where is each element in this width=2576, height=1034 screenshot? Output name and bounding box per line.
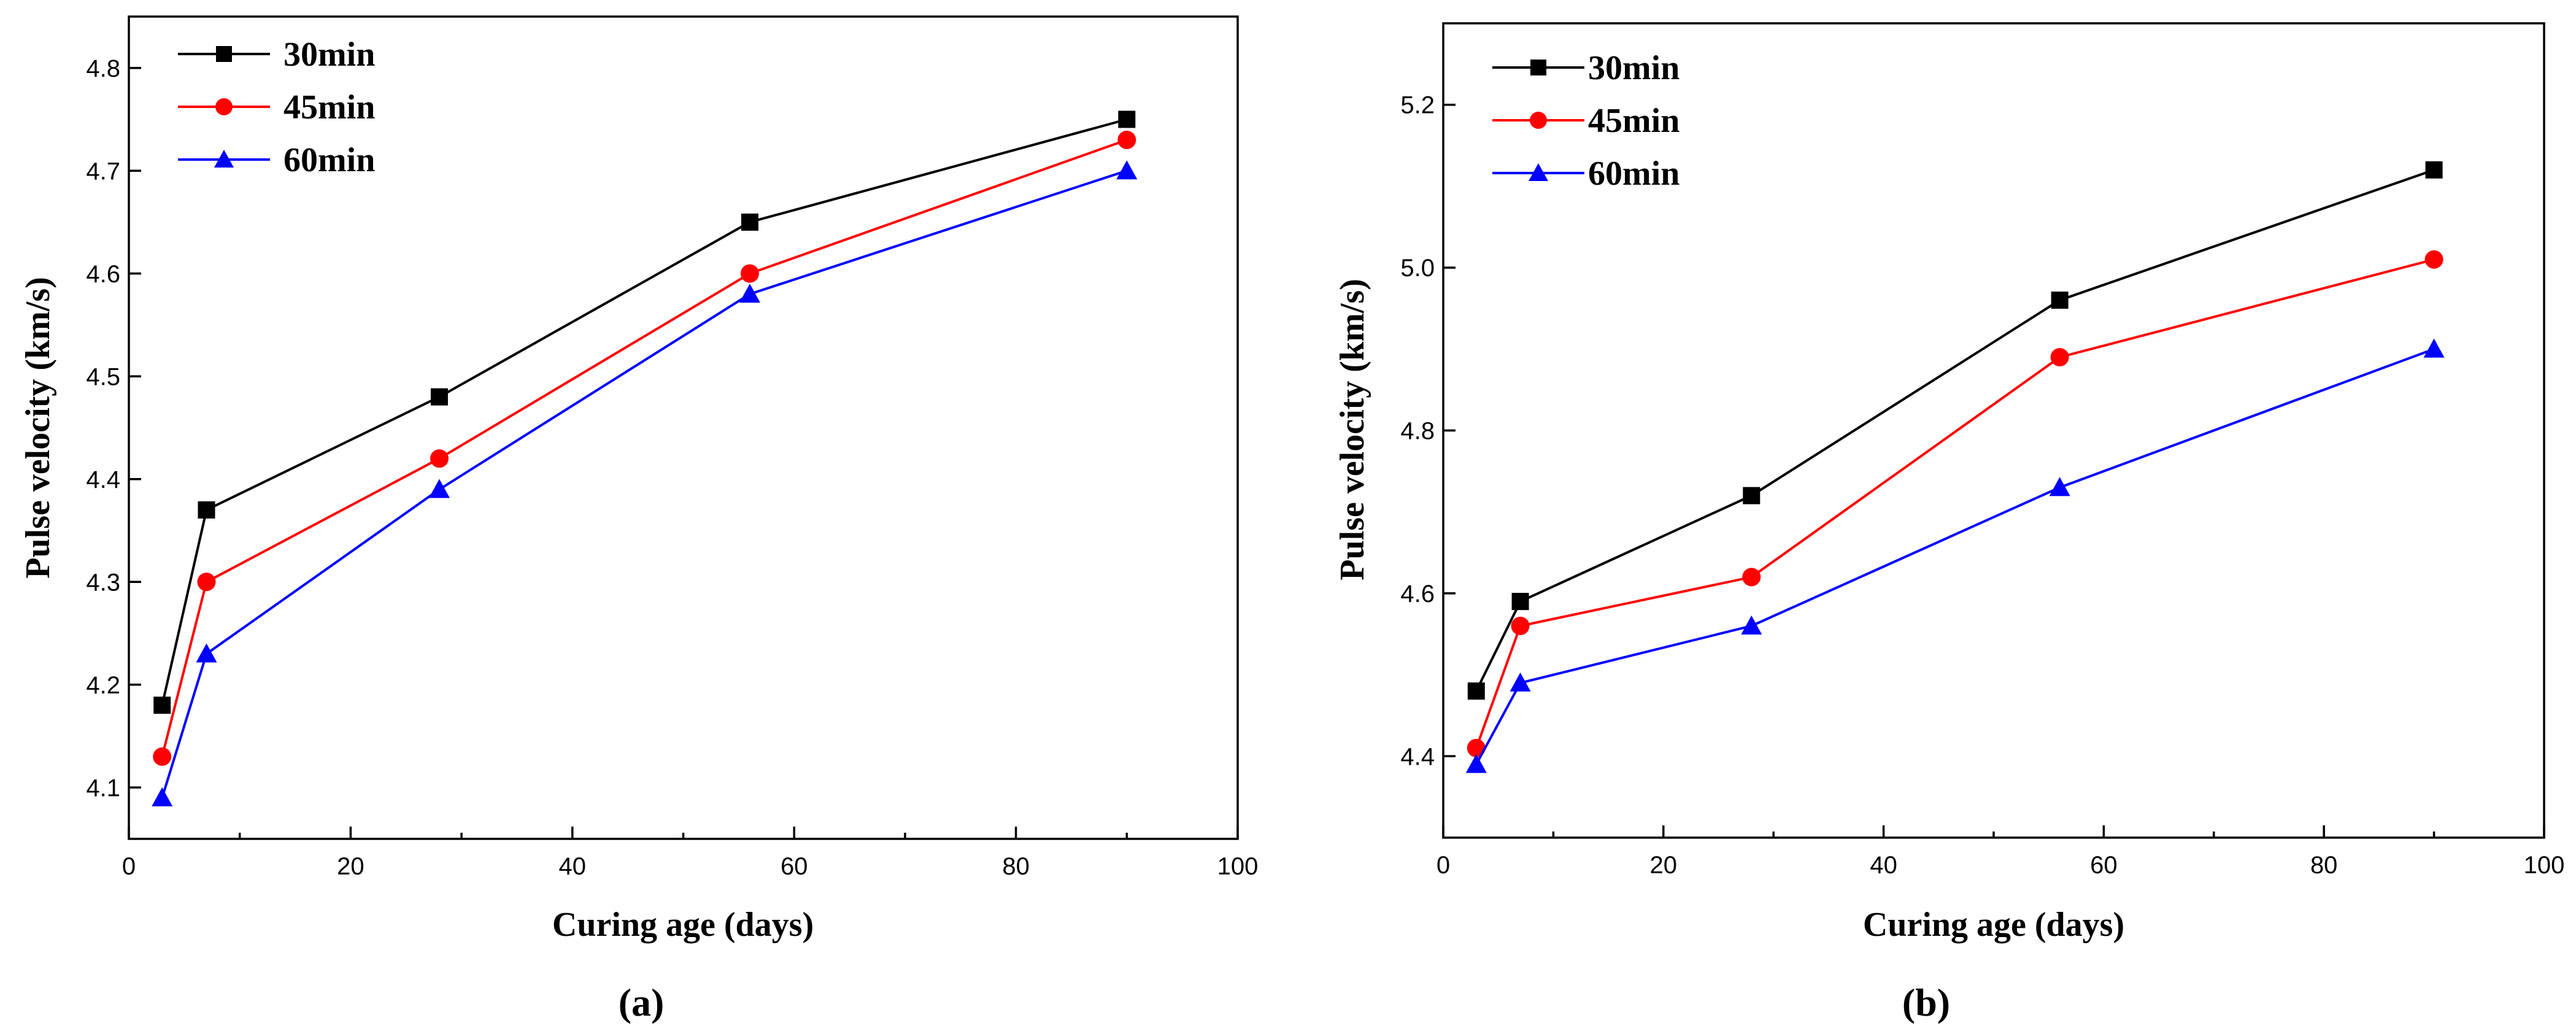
legend-marker-60min — [214, 150, 234, 168]
plot-frame-b — [1442, 22, 2545, 839]
x-tick-label: 80 — [1002, 853, 1030, 880]
data-point-45min-day-90 — [2424, 250, 2443, 269]
data-point-30min-day-56 — [2051, 291, 2069, 309]
chart-panel-b: 0 20 40 60 80 100 4.4 4.6 4.8 5.0 5.2 30min 45min 6… — [1333, 22, 2565, 1024]
x-tick-label: 20 — [337, 853, 364, 880]
data-point-30min-day-90 — [2425, 161, 2443, 179]
x-tick-label: 80 — [2310, 852, 2338, 879]
x-tick-label: 60 — [781, 853, 808, 880]
data-point-30min-day-28 — [430, 388, 448, 406]
y-tick-label: 4.1 — [86, 774, 120, 801]
x-axis-b: 0 20 40 60 80 100 — [1436, 825, 2565, 879]
legend-label-30min: 30min — [1588, 49, 1679, 87]
x-tick-label: 40 — [559, 853, 587, 880]
x-tick-label: 0 — [1436, 852, 1450, 879]
y-tick-label: 5.2 — [1400, 92, 1435, 119]
data-point-45min-day-56 — [740, 264, 759, 283]
y-tick-label: 4.6 — [1400, 581, 1435, 608]
legend-a: 30min 45min 60min — [178, 36, 375, 179]
data-point-30min-day-7 — [198, 501, 215, 519]
data-point-60min-day-28 — [428, 479, 450, 498]
data-point-45min-day-28 — [430, 449, 449, 468]
data-point-45min-day-56 — [2050, 348, 2069, 367]
caption-a: (a) — [619, 981, 665, 1024]
y-axis-title-a: Pulse velocity (km/s) — [19, 277, 57, 578]
data-point-30min-day-3 — [1467, 682, 1485, 700]
data-point-45min-day-28 — [1742, 568, 1761, 587]
data-point-60min-day-56 — [2049, 477, 2070, 496]
data-point-60min-day-90 — [1116, 160, 1138, 180]
series-layer-b — [1465, 161, 2445, 773]
y-tick-label: 5.0 — [1400, 255, 1435, 282]
y-tick-label: 4.8 — [1400, 418, 1435, 445]
x-tick-label: 20 — [1650, 852, 1678, 879]
y-tick-label: 4.6 — [86, 261, 120, 288]
x-axis-a: 0 20 40 60 80 100 — [122, 827, 1259, 880]
legend-label-45min: 45min — [1588, 102, 1679, 140]
legend-b: 30min 45min 60min — [1492, 49, 1679, 193]
data-point-30min-day-90 — [1118, 110, 1136, 128]
data-point-45min-day-3 — [1467, 739, 1486, 758]
data-point-30min-day-3 — [153, 696, 171, 714]
y-tick-label: 4.5 — [86, 363, 120, 390]
data-point-60min-day-3 — [1465, 754, 1487, 773]
data-point-60min-day-7 — [196, 643, 217, 663]
legend-marker-45min — [215, 98, 233, 115]
y-axis-title-b: Pulse velocity (km/s) — [1333, 279, 1371, 580]
x-axis-title-a: Curing age (days) — [552, 906, 814, 944]
y-tick-label: 4.4 — [86, 466, 120, 493]
series-layer-a — [152, 110, 1138, 806]
plot-frame-a — [128, 15, 1239, 840]
x-tick-label: 40 — [1870, 852, 1897, 879]
data-point-60min-day-3 — [152, 787, 173, 806]
series-line-30min — [161, 118, 1127, 706]
data-point-30min-day-7 — [1511, 593, 1529, 611]
x-tick-label: 100 — [2524, 852, 2565, 879]
chart-panel-a: 0 20 40 60 80 100 4.1 4.2 4.3 4.4 4.5 4.6 4.7 4.8 30… — [19, 15, 1259, 1024]
x-tick-label: 60 — [2090, 852, 2118, 879]
data-point-30min-day-28 — [1743, 487, 1760, 504]
legend-label-60min: 60min — [1588, 155, 1679, 193]
legend-marker-45min — [1530, 112, 1547, 129]
data-point-45min-day-3 — [153, 747, 172, 766]
data-point-45min-day-7 — [197, 573, 216, 592]
y-axis-a: 4.1 4.2 4.3 4.4 4.5 4.6 4.7 4.8 — [86, 55, 141, 801]
series-line-45min — [161, 139, 1127, 757]
legend-marker-60min — [1529, 163, 1548, 181]
legend-label-60min: 60min — [283, 141, 375, 179]
series-line-60min — [161, 169, 1127, 798]
series-line-45min — [1475, 258, 2435, 749]
legend-label-45min: 45min — [283, 88, 375, 126]
y-tick-label: 4.8 — [86, 55, 120, 82]
y-axis-b: 4.4 4.6 4.8 5.0 5.2 — [1400, 92, 1456, 770]
legend-marker-30min — [1530, 60, 1546, 75]
y-tick-label: 4.7 — [86, 158, 120, 185]
legend-label-30min: 30min — [283, 36, 375, 74]
caption-b: (b) — [1902, 981, 1950, 1024]
x-tick-label: 0 — [122, 853, 136, 880]
data-point-30min-day-56 — [741, 214, 758, 231]
data-point-60min-day-28 — [1741, 615, 1762, 635]
data-point-60min-day-56 — [739, 284, 760, 303]
y-tick-label: 4.2 — [86, 672, 120, 699]
data-point-60min-day-90 — [2423, 338, 2445, 358]
y-tick-label: 4.3 — [86, 569, 120, 596]
legend-marker-30min — [216, 46, 232, 62]
data-point-60min-day-7 — [1510, 672, 1531, 692]
data-point-45min-day-90 — [1117, 131, 1136, 149]
y-tick-label: 4.4 — [1400, 743, 1435, 770]
x-tick-label: 100 — [1217, 853, 1259, 880]
data-point-45min-day-7 — [1511, 616, 1530, 635]
x-axis-title-b: Curing age (days) — [1863, 906, 2124, 944]
